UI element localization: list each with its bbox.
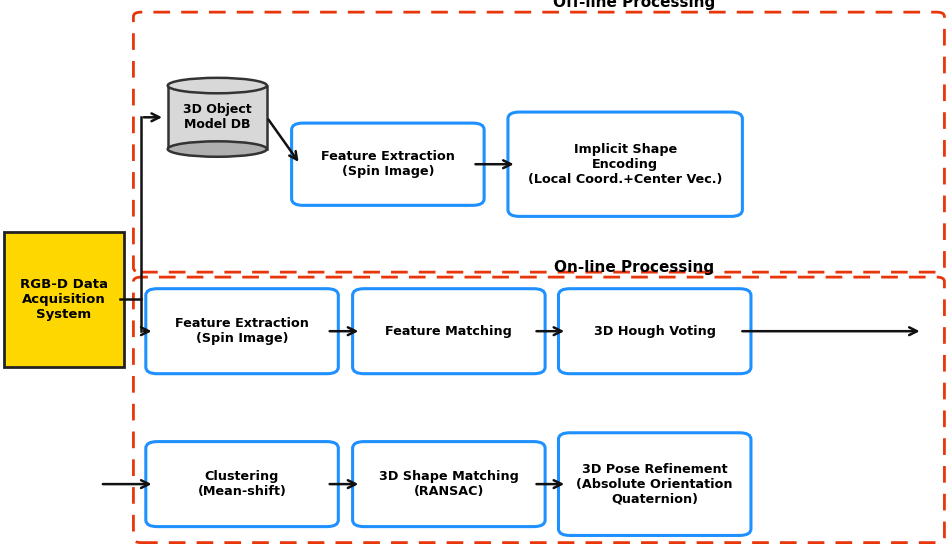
FancyBboxPatch shape [507,112,742,216]
Text: Off-line Processing: Off-line Processing [553,0,715,10]
Text: Feature Extraction
(Spin Image): Feature Extraction (Spin Image) [321,150,454,178]
FancyBboxPatch shape [291,123,484,205]
FancyBboxPatch shape [352,442,545,527]
Text: 3D Pose Refinement
(Absolute Orientation
Quaternion): 3D Pose Refinement (Absolute Orientation… [576,463,732,506]
FancyBboxPatch shape [352,289,545,374]
Bar [168,86,267,149]
FancyBboxPatch shape [558,433,750,535]
Text: Feature Matching: Feature Matching [385,325,512,338]
FancyBboxPatch shape [4,232,124,367]
FancyBboxPatch shape [146,289,338,374]
Text: 3D Object
Model DB: 3D Object Model DB [183,103,251,131]
Text: 3D Shape Matching
(RANSAC): 3D Shape Matching (RANSAC) [379,470,518,498]
Text: Clustering
(Mean-shift): Clustering (Mean-shift) [197,470,287,498]
FancyBboxPatch shape [558,289,750,374]
Text: Implicit Shape
Encoding
(Local Coord.+Center Vec.): Implicit Shape Encoding (Local Coord.+Ce… [527,143,722,185]
Text: 3D Hough Voting: 3D Hough Voting [593,325,715,338]
Text: On-line Processing: On-line Processing [554,260,714,275]
Ellipse shape [168,141,267,157]
Text: Feature Extraction
(Spin Image): Feature Extraction (Spin Image) [175,317,308,345]
FancyBboxPatch shape [146,442,338,527]
Ellipse shape [168,78,267,93]
Text: RGB-D Data
Acquisition
System: RGB-D Data Acquisition System [20,278,108,321]
